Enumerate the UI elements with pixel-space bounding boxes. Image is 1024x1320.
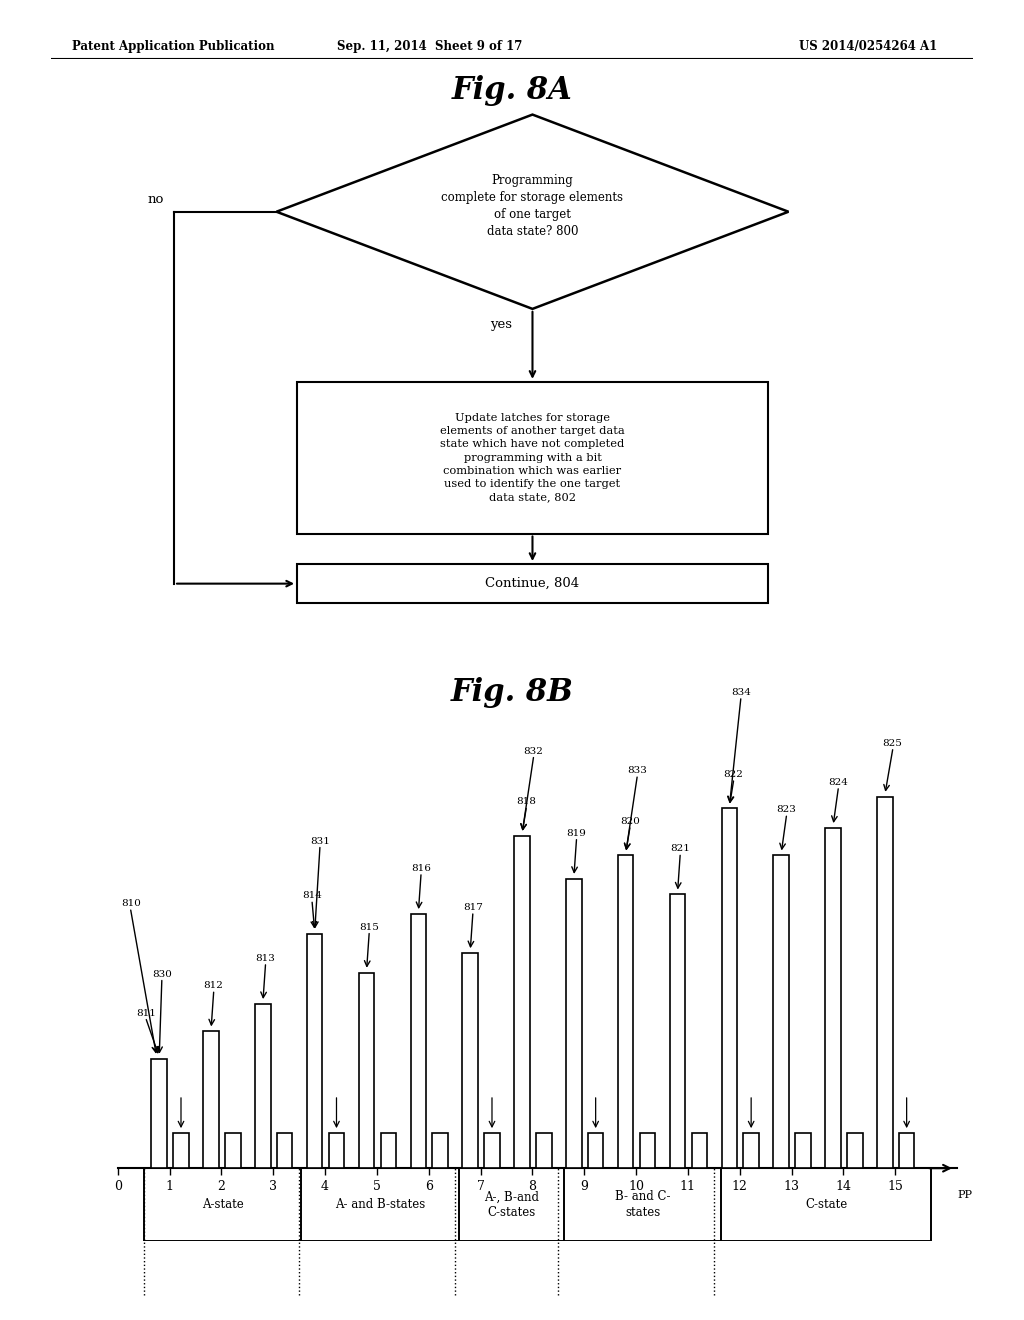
Text: PP: PP — [957, 1189, 973, 1200]
Bar — [773, 855, 788, 1168]
Text: 812: 812 — [204, 981, 223, 990]
Bar — [743, 1133, 759, 1168]
Text: A-state: A-state — [202, 1199, 244, 1210]
Bar — [796, 1133, 811, 1168]
Bar — [640, 1133, 655, 1168]
Text: B- and C-
states: B- and C- states — [614, 1191, 671, 1218]
Bar — [411, 913, 426, 1168]
Bar — [825, 828, 841, 1168]
Text: yes: yes — [490, 318, 512, 331]
Bar — [144, 1168, 301, 1241]
Text: A-, B-and
C-states: A-, B-and C-states — [484, 1191, 539, 1218]
Text: Update latches for storage
elements of another target data
state which have not : Update latches for storage elements of a… — [440, 413, 625, 502]
Bar — [670, 895, 685, 1168]
Text: 823: 823 — [776, 805, 797, 814]
Text: Continue, 804: Continue, 804 — [485, 577, 580, 590]
Text: 833: 833 — [627, 766, 647, 775]
Bar — [381, 1133, 396, 1168]
Bar — [899, 1133, 914, 1168]
Text: 830: 830 — [152, 969, 172, 978]
Text: 831: 831 — [310, 837, 330, 846]
Bar — [691, 1133, 708, 1168]
Bar — [225, 1133, 241, 1168]
Bar — [847, 1133, 862, 1168]
Bar — [617, 855, 634, 1168]
Bar — [588, 1133, 603, 1168]
Text: 832: 832 — [523, 747, 544, 755]
Text: 822: 822 — [724, 770, 743, 779]
Text: no: no — [147, 193, 164, 206]
Text: 810: 810 — [121, 899, 140, 908]
Text: 819: 819 — [566, 829, 587, 838]
Text: 818: 818 — [516, 797, 537, 807]
Bar — [329, 1133, 344, 1168]
Text: US 2014/0254264 A1: US 2014/0254264 A1 — [799, 40, 937, 53]
Text: C-state: C-state — [805, 1199, 848, 1210]
Bar — [721, 1168, 931, 1241]
Bar — [204, 1031, 219, 1168]
Text: 814: 814 — [302, 891, 323, 900]
Text: Patent Application Publication: Patent Application Publication — [72, 40, 274, 53]
Text: 821: 821 — [670, 845, 690, 853]
Text: 813: 813 — [256, 954, 275, 962]
Text: 834: 834 — [731, 688, 751, 697]
Bar — [301, 1168, 459, 1241]
Bar — [276, 1133, 293, 1168]
Bar — [722, 808, 737, 1168]
Bar — [307, 933, 323, 1168]
Text: 811: 811 — [136, 1008, 157, 1018]
Text: Programming
complete for storage elements
of one target
data state? 800: Programming complete for storage element… — [441, 174, 624, 238]
Bar — [564, 1168, 721, 1241]
Bar — [878, 797, 893, 1168]
Bar — [459, 1168, 564, 1241]
Bar — [432, 1133, 447, 1168]
Bar — [358, 973, 375, 1168]
Text: 824: 824 — [828, 777, 848, 787]
Bar — [536, 1133, 552, 1168]
Text: 815: 815 — [359, 923, 379, 932]
Text: Fig. 8B: Fig. 8B — [451, 677, 573, 709]
Bar — [463, 953, 478, 1168]
Text: 817: 817 — [463, 903, 482, 912]
Text: 816: 816 — [411, 863, 431, 873]
Bar — [255, 1005, 270, 1168]
Bar — [566, 879, 582, 1168]
Text: Fig. 8A: Fig. 8A — [452, 75, 572, 106]
Bar — [152, 1059, 167, 1168]
Bar — [484, 1133, 500, 1168]
Bar — [514, 836, 529, 1168]
Bar — [173, 1133, 188, 1168]
Text: A- and B-states: A- and B-states — [335, 1199, 425, 1210]
Text: 825: 825 — [883, 739, 902, 747]
Text: Sep. 11, 2014  Sheet 9 of 17: Sep. 11, 2014 Sheet 9 of 17 — [337, 40, 523, 53]
Text: 820: 820 — [620, 817, 640, 826]
